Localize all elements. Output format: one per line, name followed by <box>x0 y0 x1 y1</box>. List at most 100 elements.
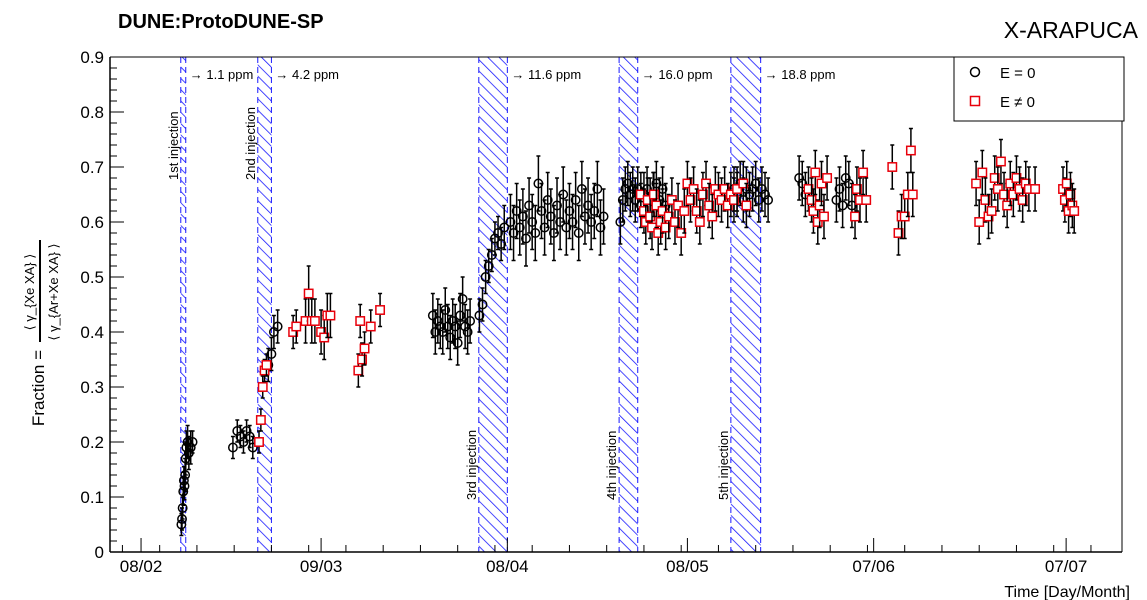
data-point-square <box>309 316 320 326</box>
data-point-square <box>1069 206 1080 216</box>
data-point-square <box>325 310 336 321</box>
data-point-square <box>1065 189 1076 200</box>
data-point-square <box>732 184 743 194</box>
data-point-square <box>907 189 918 200</box>
y-axis-label-numerator: ⟨ γ_{Xe XA} ⟩ <box>22 254 37 331</box>
chart-subtitle: X-ARAPUCA <box>1004 17 1139 43</box>
data-point-circle <box>561 222 572 233</box>
data-point-square <box>359 343 370 354</box>
data-point-circle <box>445 332 456 343</box>
y-tick-label: 0.9 <box>80 48 104 67</box>
y-tick-label: 0.1 <box>80 488 104 507</box>
injection-band <box>730 57 761 552</box>
data-point-circle <box>567 217 578 227</box>
data-point-square <box>303 288 314 299</box>
y-tick-label: 0.3 <box>80 378 104 397</box>
ppm-label: → 11.6 ppm <box>511 67 581 82</box>
legend: E = 0 E ≠ 0 <box>953 56 1125 122</box>
data-point-circle <box>247 442 258 453</box>
data-point-square <box>974 217 985 227</box>
data-point-square <box>257 382 268 392</box>
data-point-square <box>635 189 646 200</box>
data-point-square <box>357 354 368 365</box>
chart-title: DUNE:ProtoDUNE-SP <box>118 11 324 33</box>
injection-label: 2nd injection <box>243 107 258 180</box>
y-tick-label: 0.2 <box>80 433 104 452</box>
data-point-square <box>673 200 684 211</box>
x-tick-label: 07/07 <box>1045 557 1088 576</box>
data-point-square <box>722 200 733 211</box>
data-point-square <box>905 145 916 156</box>
data-point-square <box>810 167 821 178</box>
data-point-circle <box>747 184 758 194</box>
y-tick-label: 0 <box>95 543 104 562</box>
data-point-circle <box>627 184 638 194</box>
data-point-circle <box>797 178 808 189</box>
legend-marker-circle <box>969 66 981 78</box>
data-point-square <box>365 321 376 332</box>
data-point-circle <box>227 442 238 453</box>
legend-label-e0: E = 0 <box>1000 65 1035 82</box>
injection-band <box>478 57 508 552</box>
data-point-square <box>887 162 898 172</box>
injection-label: 4th injection <box>604 431 619 500</box>
annotations: → 1.1 ppm 1st injection → 4.2 ppm 2nd injec… <box>166 67 836 500</box>
data-point-circle <box>465 316 476 326</box>
data-point-circle <box>514 222 525 233</box>
data-point-square <box>291 321 302 332</box>
data-point-circle <box>440 305 451 315</box>
data-point-circle <box>435 321 446 332</box>
data-point-circle <box>763 195 774 205</box>
data-point-square <box>716 195 727 205</box>
data-point-square <box>816 178 827 189</box>
data-point-square <box>971 178 982 189</box>
data-point-circle <box>460 321 471 332</box>
data-point-circle <box>483 261 494 271</box>
data-point-circle <box>521 233 531 244</box>
data-point-circle <box>524 200 535 211</box>
data-point-circle <box>187 437 198 447</box>
data-point-square <box>992 184 1003 194</box>
data-point-square <box>819 211 829 222</box>
data-point-square <box>1005 178 1016 189</box>
x-tick-label: 08/05 <box>666 557 709 576</box>
data-point-square <box>1017 195 1028 205</box>
data-point-circle <box>570 195 581 205</box>
x-tick-label: 08/04 <box>486 557 529 576</box>
y-tick-label: 0.5 <box>80 268 104 287</box>
data-point-square <box>980 195 991 205</box>
data-point-square <box>660 222 671 233</box>
data-point-circle <box>508 228 519 238</box>
data-point-circle <box>450 321 461 332</box>
x-tick-label: 08/02 <box>120 557 163 576</box>
legend-label-enot0: E ≠ 0 <box>1000 94 1035 111</box>
data-point-circle <box>753 195 764 205</box>
data-point-circle <box>840 173 851 183</box>
injection-band <box>619 57 638 552</box>
data-point-square <box>670 217 680 227</box>
data-point-circle <box>617 195 628 205</box>
data-point-square <box>375 305 386 315</box>
data-point-circle <box>589 206 600 216</box>
ppm-label: → 16.0 ppm <box>642 67 713 82</box>
y-axis-label: Fraction = ⟨ γ_{Xe XA} ⟩ ⟨ γ_{Ar+Xe XA} … <box>22 240 61 426</box>
data-point-circle <box>573 228 584 238</box>
data-point-circle <box>558 189 569 200</box>
data-point-square <box>355 316 366 326</box>
data-point-square <box>851 184 862 194</box>
data-point-square <box>648 189 659 200</box>
legend-box <box>953 56 1125 122</box>
data-point-circle <box>756 184 767 194</box>
data-point-square <box>995 156 1006 167</box>
data-point-circle <box>182 437 193 447</box>
data-point-circle <box>794 173 805 183</box>
data-point-circle <box>595 222 606 233</box>
data-point-circle <box>620 184 631 194</box>
data-series <box>176 127 1080 537</box>
data-point-circle <box>480 272 491 282</box>
data-point-square <box>642 195 653 205</box>
data-point-circle <box>750 178 761 189</box>
data-point-square <box>655 217 666 227</box>
x-tick-label: 09/03 <box>300 557 343 576</box>
data-point-circle <box>432 316 443 326</box>
